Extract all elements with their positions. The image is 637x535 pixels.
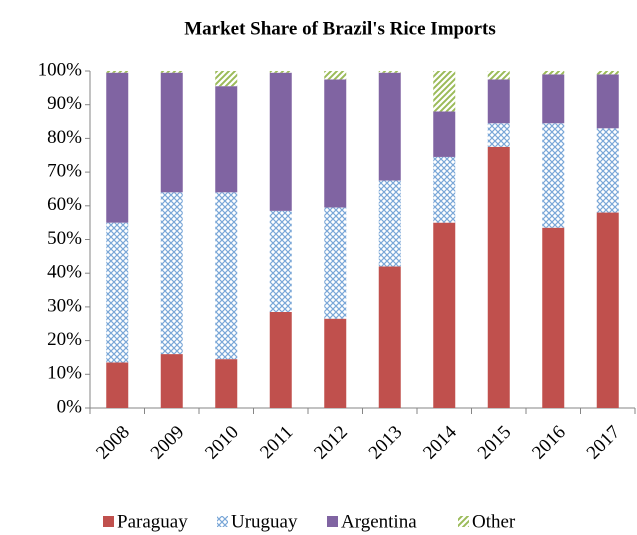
legend-label: Uruguay [231, 511, 298, 532]
bar-segment [596, 128, 619, 213]
chart-title: Market Share of Brazil's Rice Imports [184, 18, 496, 39]
bar-segment [160, 71, 183, 73]
bar-segment [215, 86, 238, 193]
x-tick-label: 2015 [474, 422, 516, 464]
y-tick-label: 60% [47, 194, 82, 215]
bar-segment [542, 123, 565, 228]
bar-segment [542, 74, 565, 124]
bar-segment [324, 318, 347, 408]
bar-segment [215, 359, 238, 408]
bar-segment [596, 71, 619, 75]
bar-segment [433, 111, 456, 157]
bar-segment [378, 266, 401, 408]
bar-segment [596, 74, 619, 129]
legend-swatch [217, 516, 228, 527]
bar-segment [160, 354, 183, 408]
y-tick-label: 70% [47, 160, 82, 181]
bar-segment [106, 71, 129, 73]
x-tick-label: 2013 [365, 422, 407, 464]
bar-segment [324, 79, 347, 208]
x-tick-label: 2009 [147, 422, 189, 464]
x-tick-label: 2010 [201, 422, 243, 464]
y-tick-label: 50% [47, 228, 82, 249]
x-tick-label: 2017 [583, 422, 625, 464]
bar-segment [596, 212, 619, 408]
bar-segment [106, 362, 129, 408]
bar-segment [487, 79, 510, 124]
legend-label: Argentina [341, 511, 417, 532]
y-tick-label: 0% [57, 396, 83, 417]
y-tick-label: 90% [47, 93, 82, 114]
bar-segment [433, 156, 456, 223]
bar-segment [324, 207, 347, 319]
y-tick-label: 10% [47, 363, 82, 384]
y-tick-label: 40% [47, 262, 82, 283]
x-tick-label: 2014 [419, 421, 461, 463]
bar-segment [269, 72, 292, 211]
bar-segment [160, 192, 183, 355]
bar-segment [433, 71, 456, 112]
legend-swatch [327, 516, 338, 527]
legend-label: Paraguay [117, 511, 188, 532]
x-tick-label: 2011 [256, 422, 297, 463]
y-tick-label: 20% [47, 329, 82, 350]
bar-segment [106, 222, 129, 363]
bar-segment [378, 180, 401, 267]
bar-segment [160, 72, 183, 193]
bar-segment [542, 227, 565, 408]
x-tick-label: 2012 [310, 422, 352, 464]
bar-segment [269, 210, 292, 312]
legend-swatch [103, 516, 114, 527]
x-tick-label: 2016 [528, 422, 570, 464]
bar-segment [487, 123, 510, 147]
bar-segment [215, 192, 238, 360]
bar-segment [378, 71, 401, 73]
legend-swatch [458, 516, 469, 527]
y-tick-label: 100% [38, 59, 83, 80]
bar-segment [269, 311, 292, 408]
bar-segment [542, 71, 565, 75]
legend-label: Other [472, 511, 516, 532]
x-tick-label: 2008 [92, 422, 134, 464]
bar-segment [324, 71, 347, 80]
bar-segment [487, 146, 510, 408]
bar-segment [433, 222, 456, 408]
bar-segment [487, 71, 510, 80]
bar-segment [106, 72, 129, 223]
bar-segment [378, 72, 401, 181]
y-tick-label: 30% [47, 295, 82, 316]
bar-segment [215, 71, 238, 87]
bar-segment [269, 71, 292, 73]
y-tick-label: 80% [47, 127, 82, 148]
